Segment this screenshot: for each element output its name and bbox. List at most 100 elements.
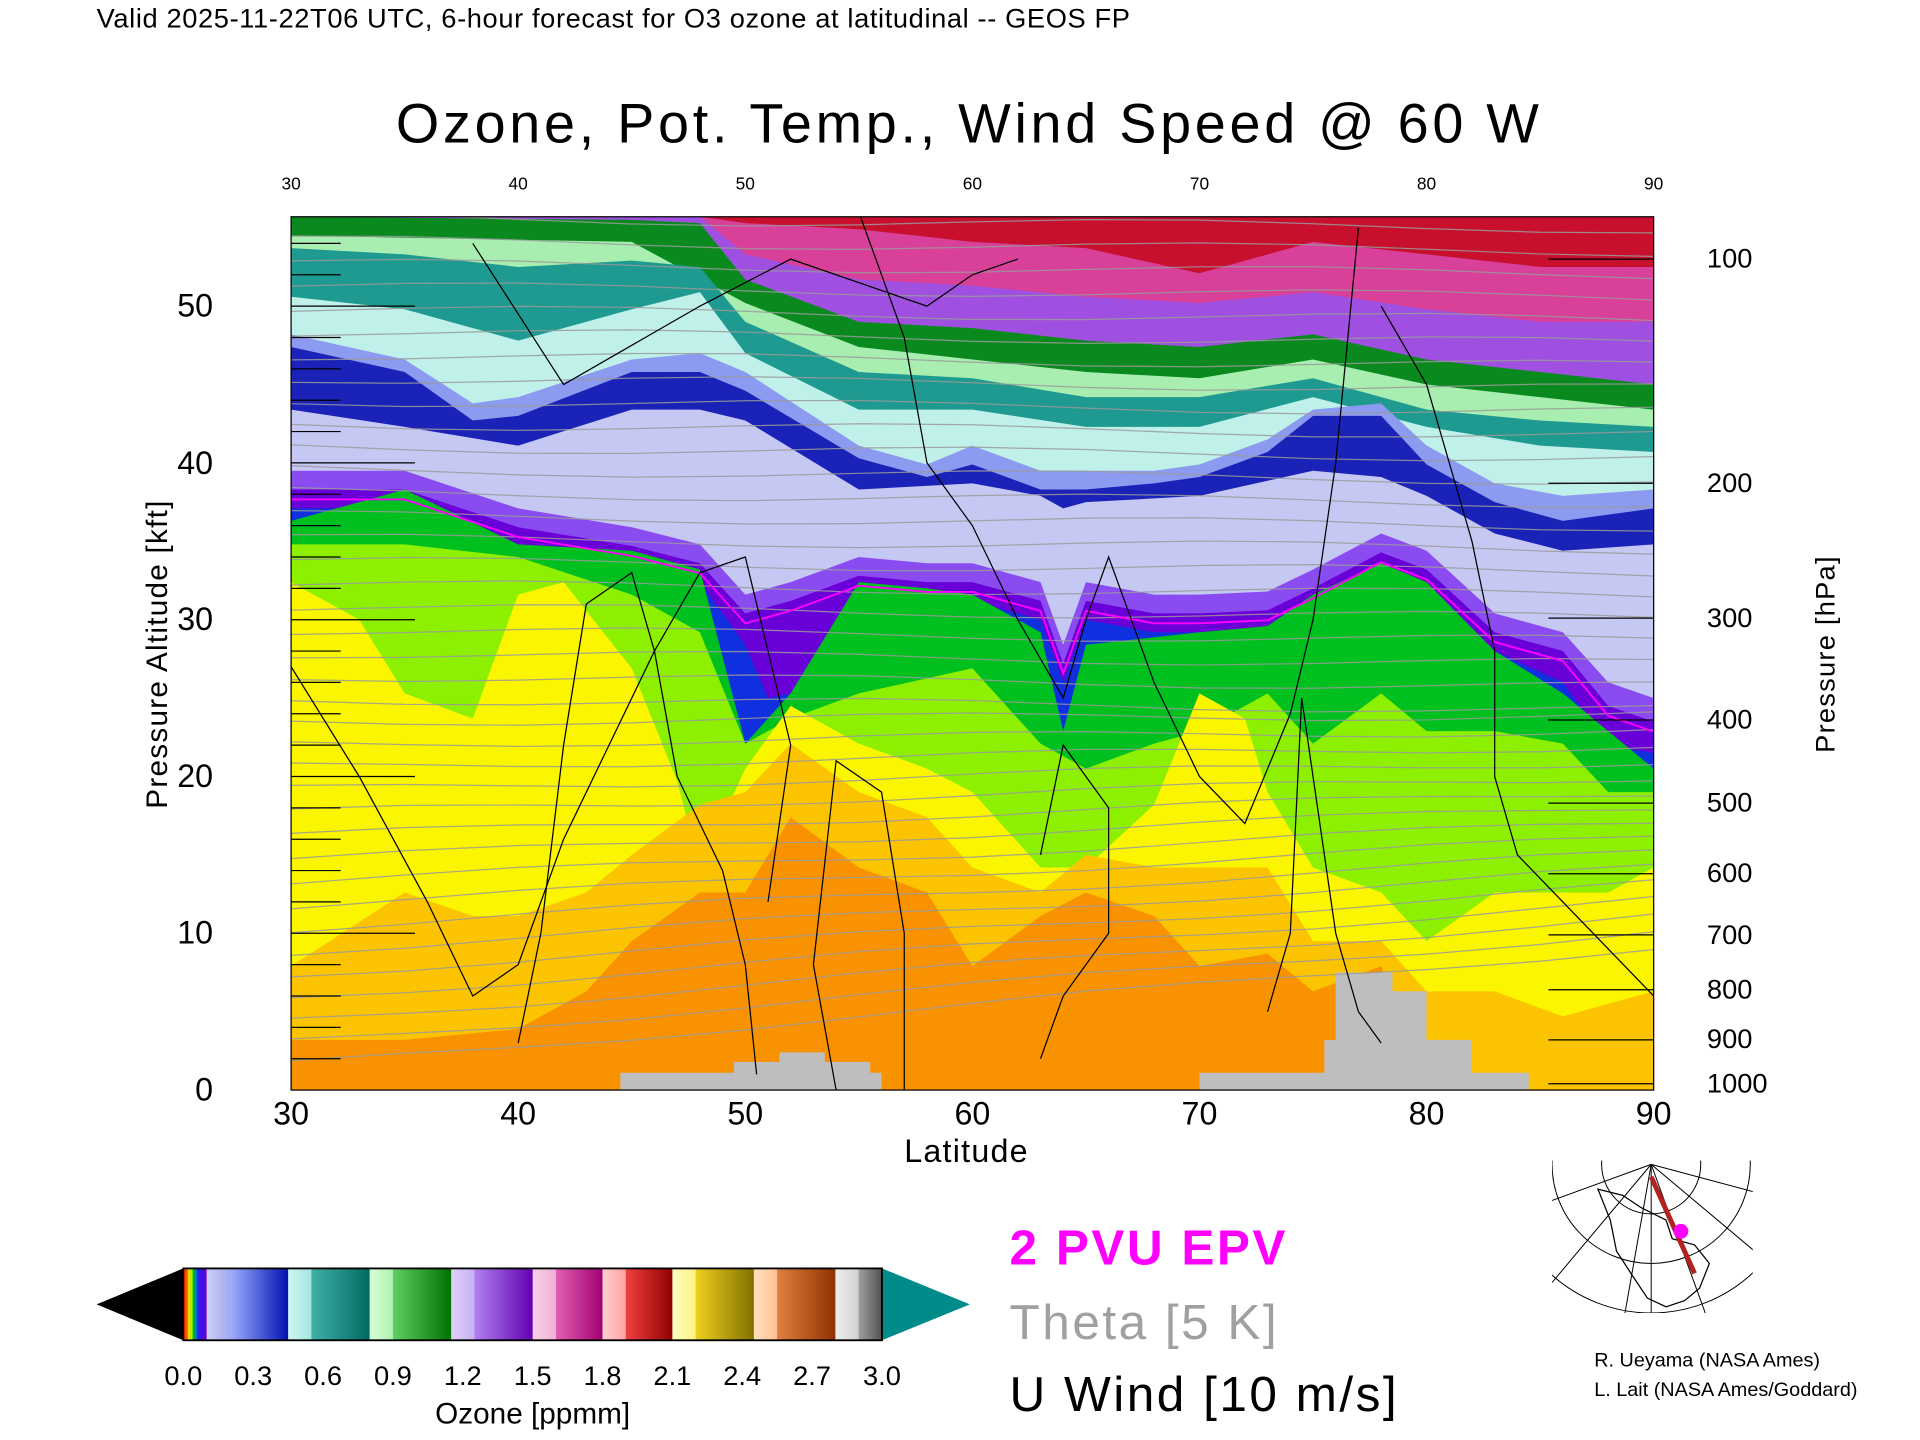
x-tick-label: 80 — [1408, 1095, 1445, 1133]
colorbar-tick-label: 0.6 — [304, 1360, 342, 1392]
theta-contour — [291, 931, 1654, 1040]
colorbar-segment — [369, 1268, 394, 1341]
theta-contour — [291, 486, 1654, 509]
colorbar-segment — [192, 1268, 198, 1341]
theta-contour — [291, 822, 1654, 885]
u-wind-contour — [517, 571, 758, 1075]
u-wind-contour — [472, 243, 1019, 386]
theta-contour — [291, 809, 1654, 860]
colorbar-segment — [858, 1268, 883, 1341]
colorbar-segment — [532, 1268, 557, 1341]
theta-contour — [291, 879, 1654, 978]
colorbar-segment — [753, 1268, 778, 1341]
colorbar-segment — [229, 1268, 289, 1341]
colorbar-tick-label: 0.3 — [234, 1360, 273, 1392]
colorbar-segment — [451, 1268, 476, 1341]
y-tick-label: 20 — [177, 757, 214, 795]
pressure-tick-label: 100 — [1706, 242, 1753, 274]
credit-line-1: R. Ueyama (NASA Ames) — [1594, 1350, 1820, 1372]
u-wind-contour — [859, 216, 1360, 825]
colorbar-segment — [392, 1268, 452, 1341]
theta-contour — [291, 509, 1654, 532]
colorbar-tick-label: 2.1 — [653, 1360, 692, 1392]
top-tick-label: 70 — [1189, 173, 1210, 194]
legend-theta: Theta [5 K] — [1009, 1295, 1280, 1351]
theta-contour — [291, 728, 1654, 748]
colorbar-segment — [206, 1268, 231, 1341]
colorbar-segment — [474, 1268, 534, 1341]
colorbar-segment — [625, 1268, 673, 1341]
y-tick-label: 50 — [177, 286, 214, 325]
theta-contour — [291, 746, 1654, 768]
pressure-tick-label: 200 — [1706, 467, 1753, 499]
x-tick-label: 30 — [273, 1095, 310, 1133]
colorbar-under-triangle — [96, 1268, 184, 1341]
pressure-axis-label: Pressure [hPa] — [1809, 555, 1841, 753]
pressure-tick-label: 700 — [1706, 918, 1753, 950]
x-tick-label: 40 — [500, 1095, 537, 1133]
colorbar-segment — [672, 1268, 697, 1341]
colorbar-tick-label: 2.4 — [723, 1360, 762, 1392]
ozone-band-0.04 — [291, 817, 1654, 1091]
theta-contour — [291, 948, 1654, 1062]
plot-frame — [290, 216, 1655, 1091]
colorbar-tick-label: 2.7 — [793, 1360, 832, 1392]
y-tick-label: 30 — [177, 600, 214, 638]
theta-contour — [291, 329, 1654, 344]
theta-contour — [291, 650, 1654, 666]
theta-contour — [291, 674, 1654, 689]
theta-contour — [291, 849, 1654, 934]
colorbar-segment — [602, 1268, 627, 1341]
x-tick-label: 90 — [1635, 1095, 1672, 1133]
location-map-inset — [1552, 1160, 1753, 1314]
u-wind-contour — [1267, 698, 1382, 1044]
meridian-line — [1552, 1163, 1652, 1201]
colorbar-tick-label: 0.9 — [373, 1360, 412, 1392]
colorbar-over-triangle — [881, 1268, 970, 1341]
legend-pv: 2 PVU EPV — [1009, 1221, 1288, 1276]
top-tick-label: 60 — [962, 173, 983, 194]
colorbar-tick-label: 0.0 — [164, 1360, 203, 1392]
pressure-tick-label: 1000 — [1706, 1067, 1768, 1099]
y-tick-label: 10 — [177, 914, 214, 952]
theta-contour — [291, 604, 1654, 619]
cross-section-line — [1648, 1175, 1697, 1275]
chart-title: Ozone, Pot. Temp., Wind Speed @ 60 W — [395, 91, 1543, 155]
theta-contour — [291, 795, 1654, 835]
top-tick-label: 30 — [281, 173, 301, 194]
colorbar-segment — [555, 1268, 604, 1341]
colorbar-tick-label: 1.2 — [443, 1360, 482, 1392]
theta-contour — [438, 216, 1654, 234]
meridian-line — [1624, 1164, 1652, 1314]
theta-contour — [291, 863, 1654, 957]
colorbar-tick-label: 1.5 — [513, 1360, 552, 1392]
colorbar-tick-label: 3.0 — [863, 1360, 901, 1392]
theta-contour — [291, 258, 1654, 280]
map-graticule — [1552, 1160, 1753, 1314]
valid-time-header: Valid 2025-11-22T06 UTC, 6-hour forecast… — [96, 2, 1131, 34]
location-marker — [1673, 1223, 1689, 1239]
colorbar-tick-label: 1.8 — [583, 1360, 622, 1392]
colorbar-segment — [183, 1268, 189, 1341]
colorbar-label: Ozone [ppmm] — [435, 1397, 631, 1431]
x-tick-label: 50 — [727, 1095, 764, 1133]
x-tick-label: 70 — [1181, 1095, 1218, 1133]
plot-area — [291, 216, 1654, 1091]
top-tick-label: 40 — [508, 173, 528, 194]
top-tick-label: 80 — [1416, 173, 1437, 194]
colorbar-segment — [311, 1268, 371, 1341]
theta-contour — [291, 465, 1654, 485]
theta-contour — [291, 764, 1654, 788]
pressure-tick-label: 800 — [1706, 973, 1753, 1005]
x-tick-label: 60 — [954, 1095, 991, 1133]
theta-contour — [291, 282, 1654, 301]
meridian-line — [1651, 1163, 1753, 1193]
theta-contour — [291, 913, 1654, 1019]
theta-contour — [291, 423, 1654, 438]
u-wind-contour — [1039, 743, 1110, 1059]
credit-line-2: L. Lait (NASA Ames/Goddard) — [1594, 1379, 1858, 1401]
theta-contour — [291, 780, 1654, 810]
u-wind-contour — [291, 556, 792, 997]
